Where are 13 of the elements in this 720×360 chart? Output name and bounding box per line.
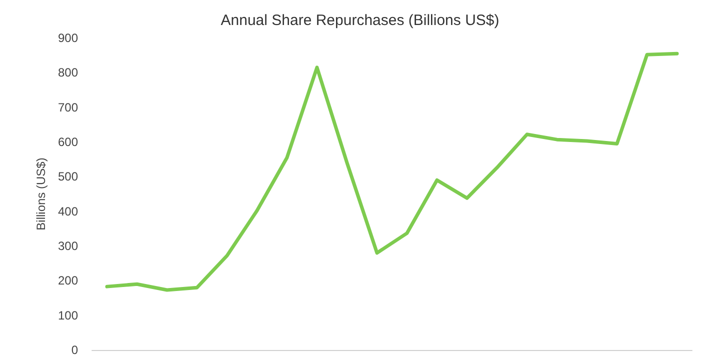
chart-title: Annual Share Repurchases (Billions US$) bbox=[220, 12, 500, 29]
y-tick-label: 700 bbox=[58, 100, 78, 114]
y-tick-label: 600 bbox=[58, 135, 78, 149]
y-tick-label: 200 bbox=[58, 274, 78, 288]
y-tick-label: 900 bbox=[58, 31, 78, 45]
y-axis-title: Billions (US$) bbox=[34, 158, 48, 230]
y-tick-label: 100 bbox=[58, 308, 78, 322]
y-tick-label: 300 bbox=[58, 239, 78, 253]
line-series bbox=[105, 52, 679, 292]
y-tick-label: 400 bbox=[58, 204, 78, 218]
y-tick-label: 0 bbox=[71, 343, 78, 357]
y-tick-label: 800 bbox=[58, 66, 78, 80]
y-tick-label: 500 bbox=[58, 170, 78, 184]
